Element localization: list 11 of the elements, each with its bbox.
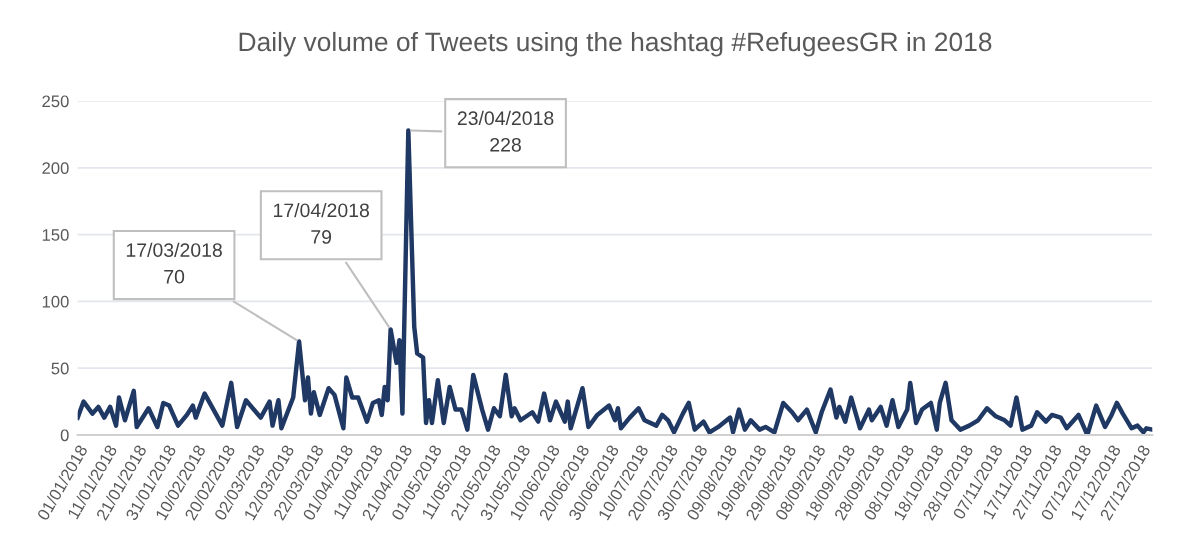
line-series xyxy=(77,128,1153,435)
annotation: 23/04/2018 228 xyxy=(457,110,554,152)
annotation: 17/04/2018 79 xyxy=(274,202,369,244)
y-tick-label: 250 xyxy=(42,95,69,108)
y-tick-label: 150 xyxy=(42,229,69,241)
chart-title: Daily volume of Tweets using the hashtag #RefugeesGR in 2018 xyxy=(239,31,992,57)
annotation: 17/03/2018 70 xyxy=(126,242,222,284)
y-tick-label: 0 xyxy=(60,429,69,442)
y-tick-label: 50 xyxy=(51,362,69,375)
y-tick-label: 200 xyxy=(42,162,69,175)
y-tick-label: 100 xyxy=(42,295,69,308)
